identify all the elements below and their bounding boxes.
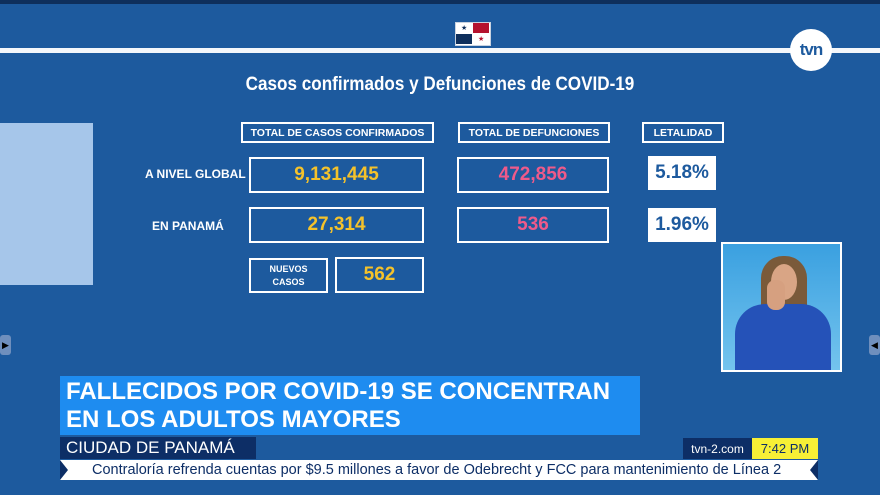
header-lethality: LETALIDAD xyxy=(642,122,724,143)
header-divider-line xyxy=(0,48,880,53)
clock-time: 7:42 PM xyxy=(752,438,818,459)
location-label: CIUDAD DE PANAMÁ xyxy=(60,437,256,459)
tvn-logo: tvn xyxy=(790,29,832,71)
next-arrow-icon[interactable]: ◀ xyxy=(869,335,880,355)
panama-lethality-value: 1.96% xyxy=(648,208,716,242)
ticker-end-chevron-icon xyxy=(810,460,818,480)
side-panel xyxy=(0,123,93,285)
ticker-chevron-icon xyxy=(60,460,68,480)
top-border xyxy=(0,0,880,4)
new-cases-label: NUEVOS CASOS xyxy=(249,258,328,293)
headline-line2: EN LOS ADULTOS MAYORES xyxy=(66,406,401,433)
global-lethality-value: 5.18% xyxy=(648,156,716,190)
row-label-panama: EN PANAMÁ xyxy=(152,219,224,233)
ticker-text: Contraloría refrenda cuentas por $9.5 mi… xyxy=(92,462,782,478)
panama-deaths-value: 536 xyxy=(457,207,609,243)
panama-confirmed-value: 27,314 xyxy=(249,207,424,243)
row-label-global: A NIVEL GLOBAL xyxy=(145,167,246,181)
site-url: tvn-2.com xyxy=(683,438,752,459)
sign-language-interpreter-video xyxy=(721,242,842,372)
panama-flag-icon: ★ ★ xyxy=(455,22,491,46)
infographic-title: Casos confirmados y Defunciones de COVID… xyxy=(245,74,635,95)
new-cases-label-line2: CASOS xyxy=(272,276,305,287)
headline-line1: FALLECIDOS POR COVID-19 SE CONCENTRAN xyxy=(66,378,611,405)
new-cases-label-line1: NUEVOS xyxy=(269,263,308,274)
global-confirmed-value: 9,131,445 xyxy=(249,157,424,193)
news-ticker: Contraloría refrenda cuentas por $9.5 mi… xyxy=(60,460,818,480)
global-deaths-value: 472,856 xyxy=(457,157,609,193)
previous-arrow-icon[interactable]: ▶ xyxy=(0,335,11,355)
new-cases-value: 562 xyxy=(335,257,424,293)
headline: FALLECIDOS POR COVID-19 SE CONCENTRAN EN… xyxy=(60,376,640,435)
header-confirmed: TOTAL DE CASOS CONFIRMADOS xyxy=(241,122,434,143)
header-deaths: TOTAL DE DEFUNCIONES xyxy=(458,122,610,143)
